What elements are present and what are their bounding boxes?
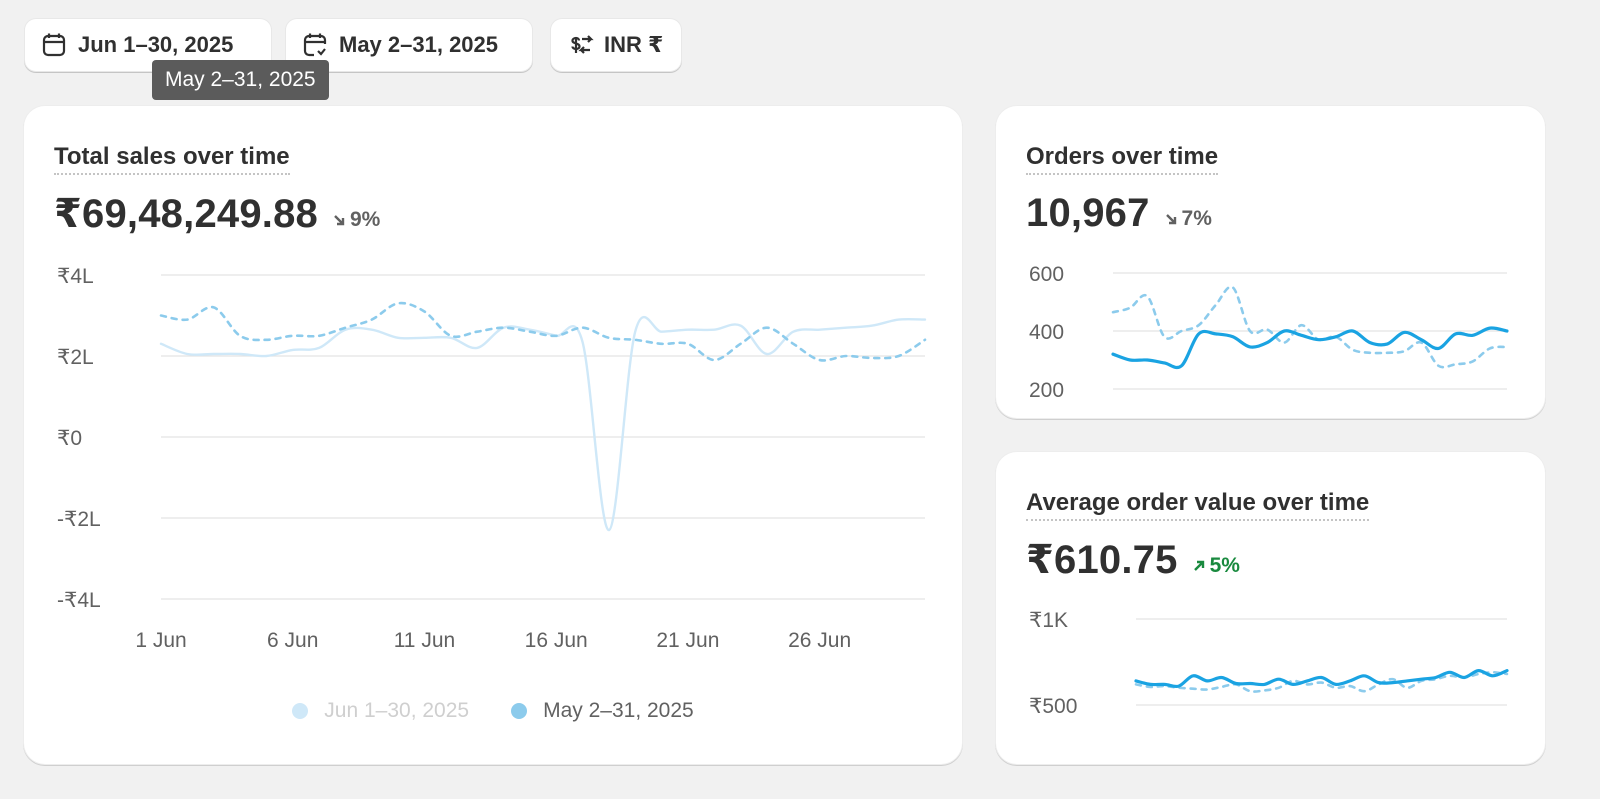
orders-value: 10,967 (1026, 191, 1150, 235)
y-tick-label: ₹4L (57, 265, 94, 288)
y-tick-label: ₹1K (1029, 609, 1068, 632)
x-tick-label: 1 Jun (135, 629, 186, 650)
date-range-button[interactable]: Jun 1–30, 2025 (24, 18, 272, 72)
y-tick-label: 400 (1029, 321, 1064, 344)
aov-chart[interactable]: ₹1K ₹500 (995, 601, 1546, 741)
total-sales-value: ₹69,48,249.88 (54, 192, 318, 236)
legend-item-current[interactable]: Jun 1–30, 2025 (292, 699, 469, 723)
x-tick-label: 26 Jun (788, 629, 851, 650)
calendar-compare-icon (303, 33, 327, 57)
aov-change: 5% (1192, 554, 1240, 578)
total-sales-legend: Jun 1–30, 2025 May 2–31, 2025 (23, 699, 963, 723)
y-tick-label: -₹4L (57, 589, 101, 612)
date-range-label: Jun 1–30, 2025 (78, 32, 234, 57)
total-sales-title[interactable]: Total sales over time (54, 143, 290, 175)
aov-title[interactable]: Average order value over time (1026, 489, 1370, 521)
orders-card: Orders over time 10,967 7% 600 400 200 (995, 105, 1546, 419)
tooltip: May 2–31, 2025 (152, 60, 329, 100)
aov-card: Average order value over time ₹610.75 5%… (995, 451, 1546, 765)
currency-button[interactable]: INR ₹ (550, 18, 682, 72)
series-line-current[interactable] (1111, 326, 1509, 370)
aov-value: ₹610.75 (1026, 538, 1178, 582)
x-tick-label: 21 Jun (656, 629, 719, 650)
aov-metric: ₹610.75 5% (1026, 537, 1240, 583)
orders-change: 7% (1164, 207, 1212, 231)
orders-metric: 10,967 7% (1026, 191, 1212, 236)
orders-chart[interactable]: 600 400 200 (995, 255, 1546, 405)
y-tick-label: 200 (1029, 379, 1064, 402)
y-tick-label: -₹2L (57, 508, 101, 531)
x-tick-label: 11 Jun (394, 629, 456, 650)
y-tick-label: ₹500 (1029, 695, 1077, 718)
total-sales-metric: ₹69,48,249.88 9% (54, 191, 380, 237)
series-line-current[interactable] (159, 315, 927, 532)
total-sales-card: Total sales over time ₹69,48,249.88 9% ₹… (23, 105, 963, 765)
arrow-down-right-icon (334, 215, 345, 226)
series-line-previous[interactable] (1134, 671, 1509, 693)
y-tick-label: 600 (1029, 263, 1064, 286)
total-sales-chart[interactable]: ₹4L ₹2L ₹0 -₹2L -₹4L 1 Jun 6 Jun 11 Jun 16 Jun 21… (23, 255, 963, 650)
y-tick-label: ₹0 (57, 427, 82, 450)
x-tick-label: 6 Jun (267, 629, 318, 650)
legend-dot-current (292, 703, 309, 719)
series-line-previous[interactable] (159, 301, 927, 362)
series-line-current[interactable] (1134, 669, 1509, 689)
legend-label-current: Jun 1–30, 2025 (324, 699, 470, 722)
arrow-down-right-icon (1165, 214, 1176, 225)
legend-label-previous: May 2–31, 2025 (543, 699, 694, 722)
orders-title[interactable]: Orders over time (1026, 143, 1219, 175)
compare-range-label: May 2–31, 2025 (339, 32, 499, 57)
y-tick-label: ₹2L (57, 346, 94, 369)
arrow-up-right-icon (1193, 560, 1204, 571)
calendar-icon (42, 33, 66, 57)
exchange-icon (571, 35, 594, 54)
legend-item-previous[interactable]: May 2–31, 2025 (511, 699, 694, 723)
currency-label: INR ₹ (604, 32, 664, 57)
total-sales-change: 9% (332, 208, 380, 232)
legend-dot-previous (511, 703, 528, 719)
series-line-previous[interactable] (1111, 285, 1509, 369)
x-tick-label: 16 Jun (525, 629, 588, 650)
